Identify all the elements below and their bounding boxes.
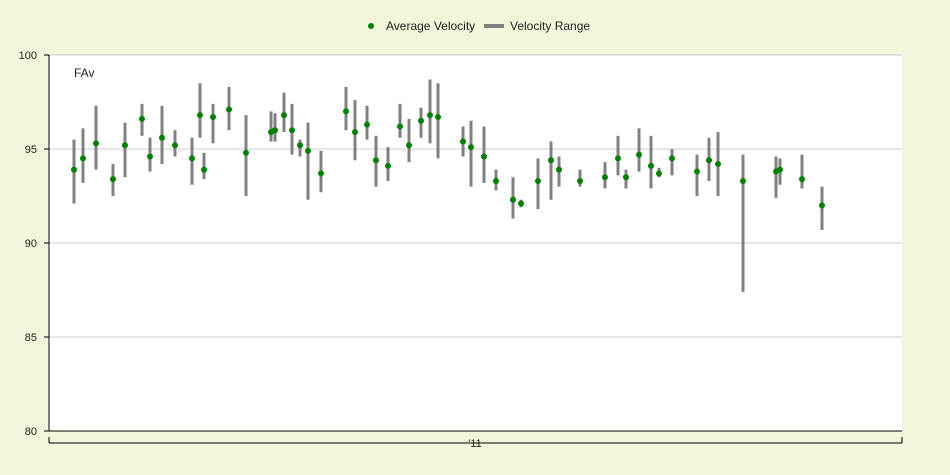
avg-point [210,114,216,121]
avg-point [197,112,203,119]
y-tick-label: 90 [25,238,37,250]
avg-point [122,142,128,149]
y-tick-label: 80 [25,426,37,438]
avg-point [715,161,721,168]
avg-point [397,123,403,130]
avg-point [435,114,441,121]
avg-point [418,117,424,124]
legend-range-label: Velocity Range [510,19,590,33]
avg-point [93,140,99,147]
avg-point [281,112,287,119]
avg-point [602,174,608,181]
avg-point [172,142,178,149]
avg-point [272,127,278,134]
avg-point [636,151,642,158]
avg-point [535,177,541,184]
avg-point [147,153,153,160]
avg-point [556,166,562,173]
avg-point [656,170,662,177]
avg-point [481,153,487,160]
avg-point [373,157,379,164]
avg-point [364,121,370,128]
avg-point [110,176,116,183]
avg-point [468,144,474,151]
avg-point [289,127,295,134]
avg-point [226,106,232,113]
avg-point [706,157,712,164]
inner-label: FAv [74,66,94,80]
avg-point [201,166,207,173]
avg-point [510,196,516,203]
y-tick-label: 100 [19,50,37,62]
avg-point [740,177,746,184]
avg-point [648,162,654,169]
y-tick-label: 85 [25,332,37,344]
avg-point [694,168,700,175]
legend: Average Velocity Velocity Range [368,19,590,33]
avg-point [71,166,77,173]
x-tick-label: '11 [468,438,482,450]
avg-point [799,176,805,183]
avg-point [777,166,783,173]
avg-point [297,142,303,149]
avg-point [159,134,165,141]
avg-point [80,155,86,162]
avg-point [518,200,524,207]
avg-point [460,138,466,145]
y-tick-label: 95 [25,144,37,156]
avg-point [819,202,825,209]
avg-point [385,162,391,169]
legend-avg-label: Average Velocity [386,19,475,33]
x-axis-bracket [48,437,903,444]
avg-point [406,142,412,149]
avg-point [548,157,554,164]
avg-point [305,147,311,154]
avg-point [623,174,629,181]
avg-point [427,112,433,119]
avg-point [343,108,349,115]
avg-point [352,129,358,136]
avg-point [189,155,195,162]
avg-point [139,115,145,122]
avg-point [669,155,675,162]
avg-point [243,149,249,156]
y-tick-labels: 100 95 90 85 80 [19,50,49,438]
avg-point [318,170,324,177]
avg-point [493,177,499,184]
avg-point [615,155,621,162]
legend-avg-swatch [368,23,374,29]
avg-point [577,177,583,184]
avg-points [71,106,825,209]
